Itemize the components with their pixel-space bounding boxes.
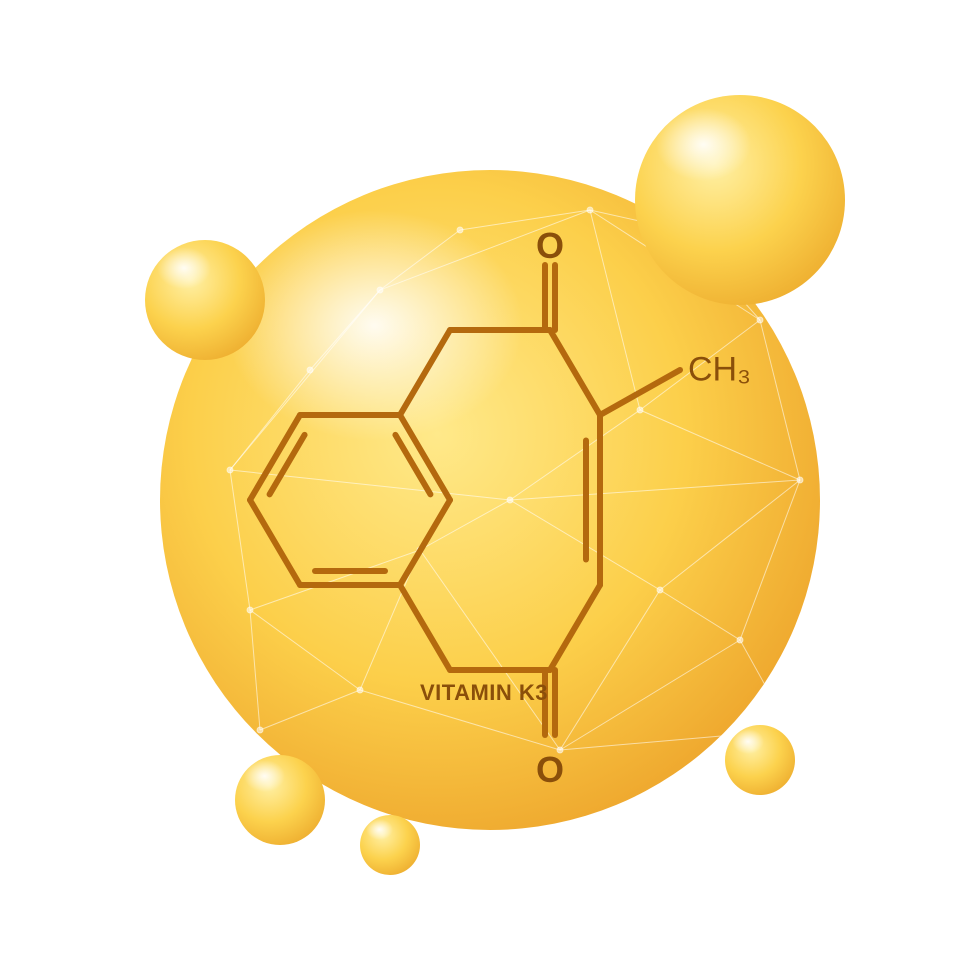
methyl-group-label: CH₃ [688,351,751,390]
small-bubble-2 [235,755,325,845]
small-bubble-3 [360,815,420,875]
small-bubble-4 [725,725,795,795]
stage: O O CH₃ VITAMIN K3 [0,0,980,980]
oxygen-bottom: O [536,749,564,791]
vitamin-label: VITAMIN K3 [420,680,548,706]
small-bubble-1 [635,95,845,305]
small-bubble-0 [145,240,265,360]
oxygen-top: O [536,225,564,267]
